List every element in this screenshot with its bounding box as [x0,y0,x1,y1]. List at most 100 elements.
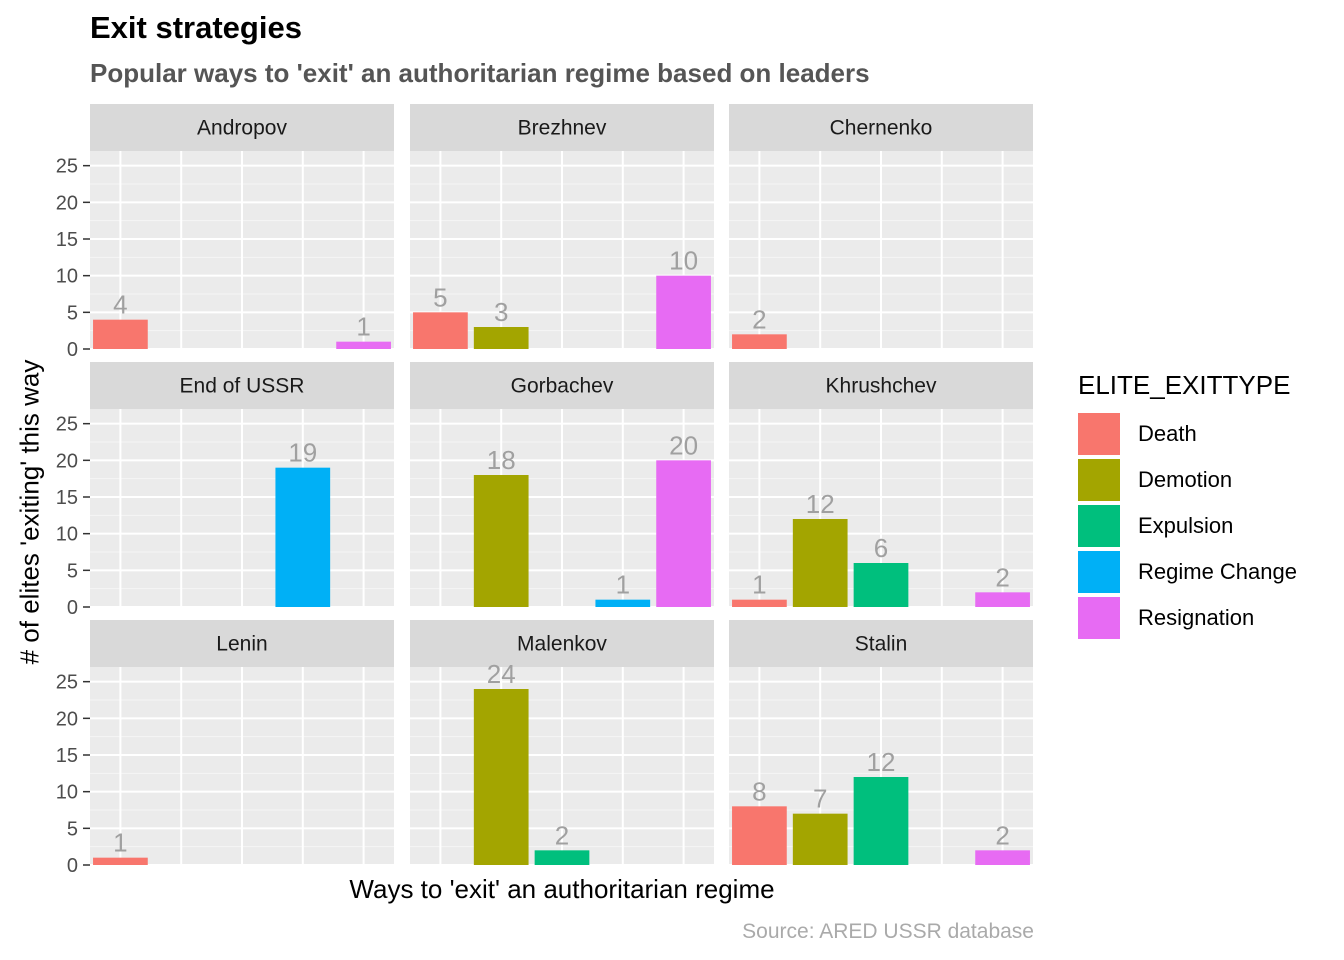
value-label: 19 [288,438,317,468]
y-tick-label: 5 [67,302,78,324]
bar-demotion [473,475,529,607]
legend-key [1078,505,1120,547]
bar-resignation [336,341,391,349]
strip-label: Stalin [855,633,908,656]
y-axis-label: # of elites 'exiting' this way [14,359,45,665]
strip-stalin [729,620,1033,667]
bar-resignation [975,850,1030,865]
chart-subtitle: Popular ways to 'exit' an authoritarian … [90,58,870,88]
legend-item-resignation: Resignation [1078,595,1297,641]
bar-death [93,319,148,349]
legend-key [1078,413,1120,455]
bar-expulsion [853,777,909,865]
strip-label: Gorbachev [511,375,614,398]
bar-demotion [473,689,529,865]
bar-regime-change [595,599,651,607]
legend-label: Regime Change [1138,559,1297,584]
legend-item-regime-change: Regime Change [1078,549,1297,595]
strip-label: Chernenko [830,117,933,140]
y-tick-label: 15 [56,229,78,251]
source-caption: Source: ARED USSR database [742,920,1034,943]
value-label: 2 [995,820,1009,850]
strip-label: Andropov [197,117,287,140]
y-tick-label: 25 [56,672,78,694]
y-tick-label: 25 [56,156,78,178]
value-label: 18 [487,445,516,475]
value-label: 3 [494,297,508,327]
strip-end-of-ussr [90,362,394,409]
bar-death [732,806,787,865]
legend-title: ELITE_EXITTYPE [1078,370,1291,400]
legend-label: Expulsion [1138,513,1234,538]
y-tick-label: 25 [56,414,78,436]
strip-label: Brezhnev [518,117,607,140]
y-tick-label: 10 [56,782,78,804]
value-label: 20 [669,430,698,460]
value-label: 1 [752,570,766,600]
bar-demotion [792,519,848,607]
chart-title: Exit strategies [90,10,302,45]
legend-item-expulsion: Expulsion [1078,503,1297,549]
strip-lenin [90,620,394,667]
y-tick-label: 20 [56,450,78,472]
bar-demotion [792,813,848,865]
bar-death [732,334,787,349]
strip-label: End of USSR [180,375,305,398]
y-tick-label: 0 [67,339,78,361]
y-tick-label: 10 [56,266,78,288]
strip-chernenko [729,104,1033,151]
legend-key [1078,551,1120,593]
strip-brezhnev [410,104,714,151]
value-label: 2 [752,304,766,334]
y-tick-label: 15 [56,487,78,509]
y-tick-label: 5 [67,818,78,840]
bar-regime-change [275,467,331,607]
strip-andropov [90,104,394,151]
bar-expulsion [534,850,590,865]
bar-expulsion [853,563,909,607]
bar-death [732,599,787,607]
value-label: 1 [616,570,630,600]
value-label: 2 [555,820,569,850]
bar-resignation [656,275,711,349]
strip-gorbachev [410,362,714,409]
strip-label: Lenin [216,633,267,656]
value-label: 8 [752,776,766,806]
y-tick-label: 0 [67,855,78,877]
strip-khrushchev [729,362,1033,409]
strip-label: Malenkov [517,633,607,656]
legend: ELITE_EXITTYPE Death Demotion Expulsion Reg… [1078,370,1297,641]
x-axis-label: Ways to 'exit' an authoritarian regime [349,874,775,904]
value-label: 6 [874,533,888,563]
y-tick-label: 10 [56,524,78,546]
y-tick-label: 20 [56,708,78,730]
value-label: 12 [867,747,896,777]
y-tick-label: 20 [56,192,78,214]
bar-resignation [656,460,711,607]
bar-demotion [473,327,529,349]
value-label: 1 [356,312,370,342]
value-label: 24 [487,659,516,689]
legend-item-death: Death [1078,411,1297,457]
value-label: 4 [113,290,127,320]
legend-label: Demotion [1138,467,1233,492]
y-tick-label: 5 [67,560,78,582]
legend-key [1078,459,1120,501]
value-label: 2 [995,562,1009,592]
legend-items: Death Demotion Expulsion Regime Change Resig… [1078,411,1297,641]
y-tick-label: 0 [67,597,78,619]
strip-label: Khrushchev [826,375,937,398]
legend-label: Death [1138,421,1197,446]
bar-death [413,312,468,349]
bar-death [93,857,148,865]
bar-resignation [975,592,1030,607]
value-label: 12 [806,489,835,519]
value-label: 5 [433,282,447,312]
legend-key [1078,597,1120,639]
y-tick-label: 15 [56,745,78,767]
strip-malenkov [410,620,714,667]
legend-item-demotion: Demotion [1078,457,1297,503]
legend-label: Resignation [1138,605,1255,630]
value-label: 1 [113,828,127,858]
